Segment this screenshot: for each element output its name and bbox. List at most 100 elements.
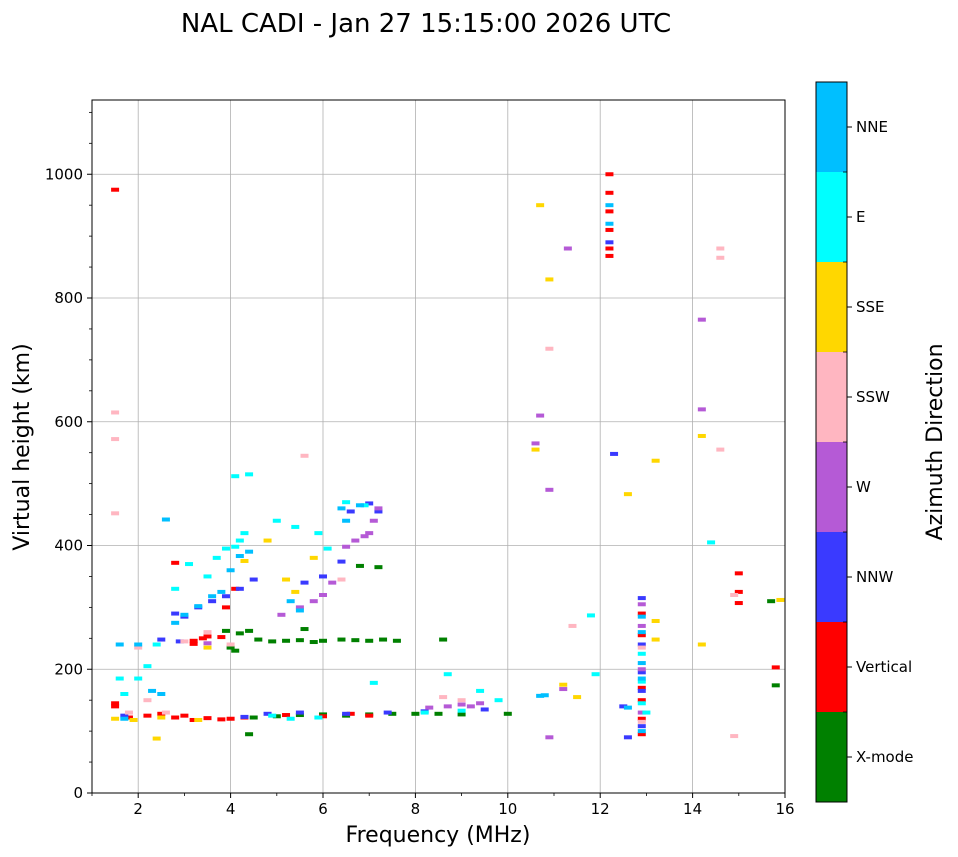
- data-point: [157, 711, 166, 716]
- data-point: [249, 715, 258, 720]
- data-point: [573, 695, 582, 700]
- data-point: [300, 453, 309, 458]
- data-point: [559, 682, 568, 687]
- colorbar-label: Vertical: [856, 658, 912, 676]
- data-point: [411, 711, 420, 716]
- data-point: [540, 693, 549, 698]
- data-point: [457, 702, 466, 707]
- data-point: [545, 735, 554, 740]
- data-point: [369, 680, 378, 685]
- data-point: [425, 705, 434, 710]
- data-point: [637, 719, 646, 724]
- data-point: [365, 531, 374, 536]
- data-point: [776, 597, 785, 602]
- colorbar-label: SSE: [856, 298, 885, 316]
- data-point: [226, 716, 235, 721]
- data-point: [286, 599, 295, 604]
- data-point: [605, 190, 614, 195]
- data-point: [365, 501, 374, 506]
- y-tick-label: 200: [54, 660, 83, 678]
- data-point: [697, 407, 706, 412]
- data-point: [148, 688, 157, 693]
- y-axis-label: Virtual height (km): [10, 343, 35, 550]
- x-tick-label: 8: [411, 800, 421, 818]
- data-point: [240, 714, 249, 719]
- data-point: [161, 517, 170, 522]
- data-point: [221, 546, 230, 551]
- plot-frame: [91, 99, 786, 794]
- data-point: [120, 716, 129, 721]
- data-point: [245, 549, 254, 554]
- data-point: [221, 628, 230, 633]
- data-point: [143, 698, 152, 703]
- data-point: [203, 716, 212, 721]
- x-tick-label: 4: [226, 800, 236, 818]
- data-point: [360, 534, 369, 539]
- data-point: [282, 638, 291, 643]
- colorbar-label: W: [856, 478, 871, 496]
- data-point: [194, 604, 203, 609]
- data-point: [235, 538, 244, 543]
- x-tick-label: 6: [318, 800, 328, 818]
- colorbar-label: NNE: [856, 118, 888, 136]
- data-point: [379, 637, 388, 642]
- data-point: [124, 710, 133, 715]
- data-point: [277, 612, 286, 617]
- y-tick-label: 600: [54, 413, 83, 431]
- x-tick-label: 16: [775, 800, 794, 818]
- data-point: [134, 642, 143, 647]
- data-point: [295, 713, 304, 718]
- data-point: [217, 717, 226, 722]
- data-point: [637, 716, 646, 721]
- data-point: [420, 710, 429, 715]
- x-tick-label: 10: [498, 800, 517, 818]
- data-point: [291, 589, 300, 594]
- data-point: [124, 715, 133, 720]
- data-point: [245, 732, 254, 737]
- data-point: [171, 620, 180, 625]
- data-point: [111, 437, 120, 442]
- colorbar-segment: [816, 442, 847, 532]
- data-point: [637, 633, 646, 638]
- data-point: [494, 698, 503, 703]
- data-point: [351, 638, 360, 643]
- data-point: [198, 636, 207, 641]
- data-point: [369, 518, 378, 523]
- data-point: [286, 716, 295, 721]
- data-point: [319, 638, 327, 643]
- data-point: [716, 255, 725, 260]
- data-point: [282, 713, 291, 718]
- data-point: [272, 714, 281, 719]
- data-point: [254, 637, 263, 642]
- data-point: [637, 611, 646, 616]
- y-tick-label: 1000: [45, 165, 83, 183]
- data-point: [282, 577, 291, 582]
- data-point: [605, 253, 614, 258]
- data-point: [226, 645, 235, 650]
- data-point: [111, 704, 120, 709]
- data-point: [545, 277, 554, 282]
- data-point: [337, 506, 346, 511]
- data-point: [111, 187, 120, 192]
- data-point: [337, 559, 346, 564]
- data-point: [767, 599, 776, 604]
- colorbar-segment: [816, 622, 847, 712]
- data-point: [208, 599, 217, 604]
- data-point: [586, 613, 595, 618]
- data-point: [180, 713, 189, 718]
- colorbar: X-mode Vertical NNW W SSW SSE E NNE: [816, 81, 913, 803]
- data-point: [171, 715, 180, 720]
- data-point: [434, 711, 443, 716]
- data-point: [637, 679, 646, 684]
- data-point: [457, 708, 466, 713]
- data-point: [637, 701, 646, 706]
- data-point: [605, 246, 614, 251]
- data-point: [637, 623, 646, 628]
- data-point: [623, 492, 632, 497]
- data-point: [637, 596, 646, 601]
- data-point: [605, 240, 614, 245]
- data-point: [231, 648, 240, 653]
- data-point: [212, 555, 221, 560]
- data-point: [637, 602, 646, 607]
- data-point: [360, 503, 369, 508]
